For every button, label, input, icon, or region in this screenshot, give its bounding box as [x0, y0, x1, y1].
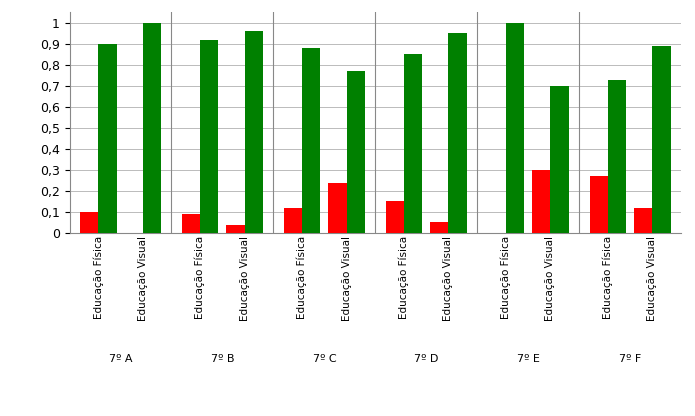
Bar	[328, 183, 347, 233]
Bar	[302, 48, 320, 233]
Text: 7º C: 7º C	[313, 354, 336, 364]
Bar	[634, 208, 653, 233]
Bar	[182, 214, 200, 233]
Bar	[347, 71, 365, 233]
Bar	[386, 201, 404, 233]
Bar	[532, 170, 550, 233]
Bar	[98, 44, 117, 233]
Bar	[245, 31, 263, 233]
Text: 7º B: 7º B	[211, 354, 234, 364]
Text: 7º F: 7º F	[619, 354, 641, 364]
Text: 7º E: 7º E	[517, 354, 539, 364]
Bar	[608, 80, 626, 233]
Bar	[80, 212, 98, 233]
Bar	[589, 176, 608, 233]
Bar	[142, 23, 161, 233]
Bar	[227, 225, 245, 233]
Bar	[200, 40, 218, 233]
Bar	[506, 23, 524, 233]
Bar	[404, 54, 423, 233]
Bar	[284, 208, 302, 233]
Text: 7º A: 7º A	[108, 354, 132, 364]
Bar	[550, 86, 569, 233]
Text: 7º D: 7º D	[414, 354, 439, 364]
Bar	[653, 46, 671, 233]
Bar	[430, 223, 448, 233]
Bar	[448, 33, 467, 233]
